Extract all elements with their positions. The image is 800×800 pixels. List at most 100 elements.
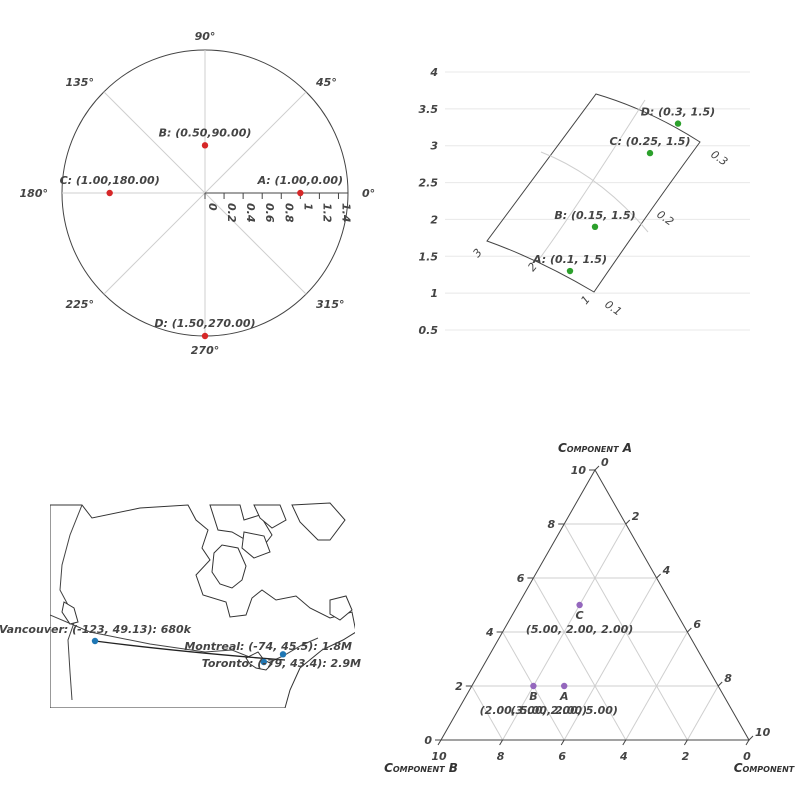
carpet-point-label: C: (0.25, 1.5) xyxy=(610,135,691,148)
ternary-c-tick-label: 4 xyxy=(662,564,671,577)
polar-angular-tick-label: 0° xyxy=(362,187,375,200)
polar-point-label: C: (1.00,180.00) xyxy=(60,174,160,187)
polar-angular-tick-label: 135° xyxy=(66,76,94,89)
ternary-b-tick xyxy=(560,739,565,746)
ternary-b-tick-label: 6 xyxy=(558,750,566,763)
carpet-frame xyxy=(486,93,701,293)
polar-angular-tick-label: 225° xyxy=(66,298,94,311)
polar-radial-tick-label: 0.6 xyxy=(263,203,276,223)
ternary-a-tick-label: 2 xyxy=(455,680,463,693)
ternary-b-tick-label: 4 xyxy=(619,750,628,763)
ternary-c-tick xyxy=(656,573,661,579)
ternary-c-tick-label: 2 xyxy=(632,510,640,523)
carpet-point-label: A: (0.1, 1.5) xyxy=(532,253,607,266)
ternary-b-tick xyxy=(499,739,504,746)
ternary-a-tick-label: 0 xyxy=(424,734,432,747)
polar-chart: 0 0.2 0.4 0.6 0.8 1 1.2 1.4 0° 45° 90° 135° 180° 225°… xyxy=(20,30,376,357)
polar-angular-tick-label: 45° xyxy=(315,76,337,89)
carpet-marker xyxy=(674,120,682,127)
polar-radial-tick-label: 0.2 xyxy=(225,203,238,223)
ternary-grid-c xyxy=(563,577,658,741)
carpet-b-tick-label: 3 xyxy=(470,246,484,260)
ternary-c-tick xyxy=(748,735,754,741)
geo-marker xyxy=(91,637,99,645)
carpet-grid-line-b xyxy=(539,99,646,259)
polar-angular-tick-label: 180° xyxy=(20,187,48,200)
polar-angular-tick-label: 315° xyxy=(316,298,344,311)
carpet-y-tick-label: 3 xyxy=(430,140,438,153)
ternary-a-tick-label: 4 xyxy=(485,626,494,639)
polar-marker xyxy=(201,332,209,340)
carpet-y-tick-label: 1.5 xyxy=(419,250,439,263)
great-lakes xyxy=(245,651,273,671)
ternary-frame xyxy=(440,468,750,741)
polar-radial-tick-label: 0.8 xyxy=(282,203,295,223)
polar-point-label: A: (1.00,0.00) xyxy=(257,174,343,187)
ternary-b-tick-label: 8 xyxy=(497,750,505,763)
ternary-axis-title-c: Component xyxy=(734,761,795,775)
polar-radial-tick-label: 0 xyxy=(206,203,219,211)
ternary-marker xyxy=(530,682,537,690)
geo-marker xyxy=(260,658,268,666)
geo-map-chart: Vancouver: (-123, 49.13): 680k Montreal: … xyxy=(0,502,361,708)
carpet-y-tick-label: 3.5 xyxy=(419,103,439,116)
ternary-axis-title-b: Component B xyxy=(384,761,458,775)
ternary-point-name: C xyxy=(576,609,584,622)
ternary-c-tick xyxy=(717,681,723,687)
arctic-island xyxy=(253,504,287,529)
ternary-chart: 0 0 0 2 2 2 4 4 4 6 6 6 8 8 8 10 10 10 Component A Componen… xyxy=(384,441,795,775)
ternary-point-label: (3.00, 2.00, 5.00) xyxy=(510,704,618,717)
ternary-c-tick xyxy=(594,465,600,471)
ternary-grid-c xyxy=(686,685,719,741)
ternary-b-tick xyxy=(745,739,750,746)
carpet-marker xyxy=(591,223,599,230)
polar-marker xyxy=(106,189,113,197)
carpet-point-label: B: (0.15, 1.5) xyxy=(554,209,635,222)
polar-marker xyxy=(201,142,209,149)
arctic-island xyxy=(241,531,271,559)
carpet-point-label: D: (0.3, 1.5) xyxy=(641,106,715,119)
geo-point-label: Montreal: (-74, 45.5): 1.8M xyxy=(184,640,352,653)
geo-marker xyxy=(279,651,287,658)
carpet-b-tick-label: 1 xyxy=(578,293,592,307)
carpet-marker xyxy=(566,267,574,275)
ternary-b-tick xyxy=(683,739,688,746)
ternary-point-name: B xyxy=(529,690,537,703)
ternary-grid-c xyxy=(625,631,688,741)
ternary-b-tick xyxy=(437,739,442,746)
polar-point-label: D: (1.50,270.00) xyxy=(154,317,255,330)
polar-radial-tick-label: 1.2 xyxy=(320,203,333,223)
polar-point-label: B: (0.50,90.00) xyxy=(159,126,252,139)
ternary-c-tick xyxy=(625,519,631,525)
ternary-b-tick xyxy=(622,739,627,746)
carpet-marker xyxy=(646,149,654,157)
ternary-b-tick-label: 2 xyxy=(682,750,690,763)
carpet-a-tick-label: 0.2 xyxy=(654,208,676,229)
ternary-c-tick-label: 0 xyxy=(601,456,609,469)
carpet-y-tick-label: 0.5 xyxy=(419,324,439,337)
ternary-marker xyxy=(576,601,583,609)
geo-point-label: Vancouver: (-123, 49.13): 680k xyxy=(0,623,192,636)
newfoundland xyxy=(329,595,353,621)
map-landmass xyxy=(50,504,355,708)
greenland xyxy=(291,502,346,541)
ternary-b-tick-label: 10 xyxy=(431,750,447,763)
border-line xyxy=(50,614,319,664)
hudson-bay xyxy=(211,544,247,589)
ternary-point-label: (5.00, 2.00, 2.00) xyxy=(526,623,634,636)
ternary-point-label: (2.00, 5.00, 2.00) xyxy=(480,704,588,717)
ternary-c-tick xyxy=(687,627,692,633)
ternary-point-name: A xyxy=(559,690,569,703)
polar-radial-tick-label: 1 xyxy=(301,203,314,211)
ternary-grid-b xyxy=(532,577,627,741)
carpet-y-tick-label: 2 xyxy=(430,213,438,226)
ternary-c-tick-label: 6 xyxy=(693,618,701,631)
polar-angular-tick-label: 90° xyxy=(195,30,216,43)
carpet-a-tick-label: 0.3 xyxy=(708,148,730,169)
polar-radial-tick-label: 0.4 xyxy=(244,203,257,223)
geo-point-label: Toronto: (-79, 43.4): 2.9M xyxy=(202,657,361,670)
carpet-y-tick-label: 4 xyxy=(429,66,438,79)
vancouver-island xyxy=(61,601,79,625)
